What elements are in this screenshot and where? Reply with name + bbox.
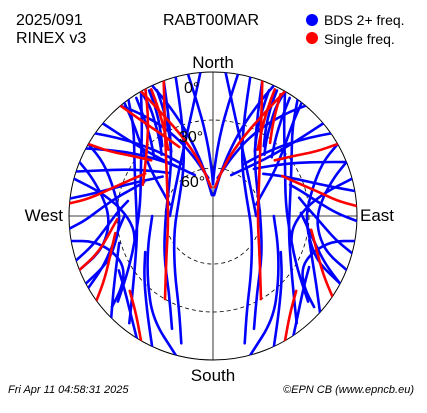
satellite-tracks [69,72,357,357]
track-single [162,79,170,301]
track-dual [147,89,164,148]
track-dual [109,241,121,320]
legend-marker-single [306,32,318,44]
track-dual [297,196,354,255]
legend: BDS 2+ freq. Single freq. [306,12,405,47]
track-dual [262,172,357,193]
track-single [139,90,213,189]
track-dual [249,214,280,357]
track-single [78,218,119,272]
footer-credit: ©EPN CB (www.epncb.eu) [283,384,414,396]
track-dual [116,90,144,303]
track-single [128,289,143,342]
track-dual [270,96,291,159]
track-dual [186,72,215,186]
track-dual [289,177,354,246]
track-dual [252,160,348,171]
track-dual [69,239,125,309]
track-dual [84,142,121,285]
track-single [95,231,117,302]
date-code: 2025/091 [16,12,83,29]
elevation-label-30: 30° [179,129,203,146]
track-dual [168,72,202,218]
track-dual [74,168,172,175]
rinex-version: RINEX v3 [16,30,86,47]
direction-north: North [192,53,234,72]
legend-label-single: Single freq. [324,31,395,47]
footer-timestamp: Fri Apr 11 04:58:31 2025 [8,384,129,396]
track-dual [240,75,254,345]
track-dual [224,72,258,218]
elevation-label-60: 60° [181,174,205,191]
direction-west: West [25,206,64,225]
track-dual [282,90,310,303]
track-single [256,79,264,301]
track-single [268,93,282,145]
track-single [281,174,357,208]
track-dual [301,239,357,309]
track-dual [288,183,357,223]
legend-marker-dual [306,14,318,26]
track-dual [262,89,279,148]
track-single [213,90,287,189]
track-single [69,172,147,205]
track-dual [272,250,283,348]
track-dual [72,177,137,246]
track-dual [135,96,156,159]
track-dual [146,214,177,357]
track-dual [101,122,197,177]
track-single [309,228,334,298]
legend-label-dual: BDS 2+ freq. [324,12,405,28]
track-single [119,104,181,149]
station-name: RABT00MAR [163,12,259,29]
track-dual [143,250,154,348]
track-dual [308,238,322,314]
track-dual [172,75,186,345]
track-single [283,289,298,342]
track-single [87,142,153,162]
track-dual [255,101,303,206]
direction-south: South [191,366,235,385]
elevation-label-0: 0° [184,80,199,97]
track-dual [211,72,240,186]
direction-east: East [360,206,394,225]
track-single [141,87,150,187]
track-single [273,142,339,162]
track-dual [316,160,348,272]
track-dual [229,122,325,177]
track-dual [74,199,130,262]
track-dual [69,181,146,230]
track-dual [263,94,284,156]
